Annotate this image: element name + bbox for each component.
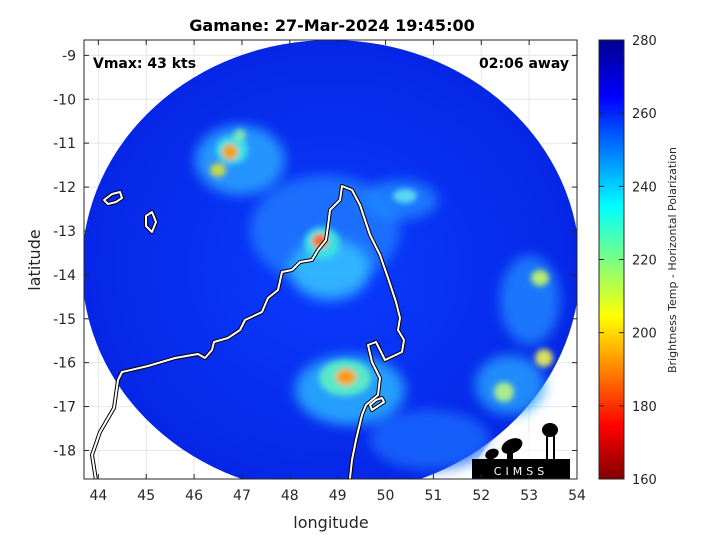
water-tower-icon (542, 423, 558, 460)
convective-cells (210, 129, 553, 402)
colorbar-tick-label: 160 (632, 473, 657, 488)
x-tick-label: 46 (185, 488, 203, 504)
x-tick-label: 54 (568, 488, 586, 504)
satellite-dish-icon (485, 438, 523, 460)
colorbar-tick-label: 240 (632, 180, 657, 195)
y-axis-label: latitude (25, 229, 44, 290)
y-tick-label: -18 (53, 443, 76, 459)
chart-title: Gamane: 27-Mar-2024 19:45:00 (189, 16, 474, 35)
time-away-label: 02:06 away (479, 56, 569, 72)
y-tick-label: -10 (53, 92, 76, 108)
x-axis-label: longitude (293, 513, 368, 532)
y-tick-label: -14 (53, 268, 76, 284)
y-tick-label: -16 (53, 356, 76, 372)
x-tick-label: 52 (472, 488, 490, 504)
cimss-logo: CIMSS (472, 423, 570, 479)
x-tick-label: 49 (329, 488, 347, 504)
x-tick-label: 51 (424, 488, 442, 504)
x-tick-label: 47 (233, 488, 251, 504)
colorbar-label: Brightness Temp - Horizontal Polarizatio… (666, 147, 679, 373)
colorbar-tick-label: 180 (632, 400, 657, 415)
y-tick-label: -11 (53, 136, 76, 152)
plot-frame (83, 39, 578, 480)
x-axis-ticks: 44 45 46 47 48 49 50 51 52 53 54 (89, 40, 586, 504)
y-tick-label: -15 (53, 312, 76, 328)
x-tick-label: 45 (137, 488, 155, 504)
vmax-label: Vmax: 43 kts (93, 56, 196, 72)
x-tick-label: 44 (89, 488, 107, 504)
colorbar-ticks: 160 180 200 220 240 260 280 (599, 34, 657, 488)
y-tick-label: -12 (53, 180, 76, 196)
y-tick-label: -9 (62, 48, 76, 64)
y-tick-label: -17 (53, 400, 76, 416)
y-axis-ticks: -9 -10 -11 -12 -13 -14 -15 -16 -17 -18 (53, 48, 577, 459)
x-tick-label: 53 (520, 488, 538, 504)
colorbar-tick-label: 280 (632, 34, 657, 49)
x-tick-label: 50 (377, 488, 395, 504)
colorbar-tick-label: 220 (632, 254, 657, 269)
x-tick-label: 48 (281, 488, 299, 504)
coastlines (90, 184, 406, 479)
colorbar-tick-label: 200 (632, 327, 657, 342)
logo-text: CIMSS (494, 465, 548, 478)
colorbar-tick-label: 260 (632, 107, 657, 122)
y-tick-label: -13 (53, 224, 76, 240)
